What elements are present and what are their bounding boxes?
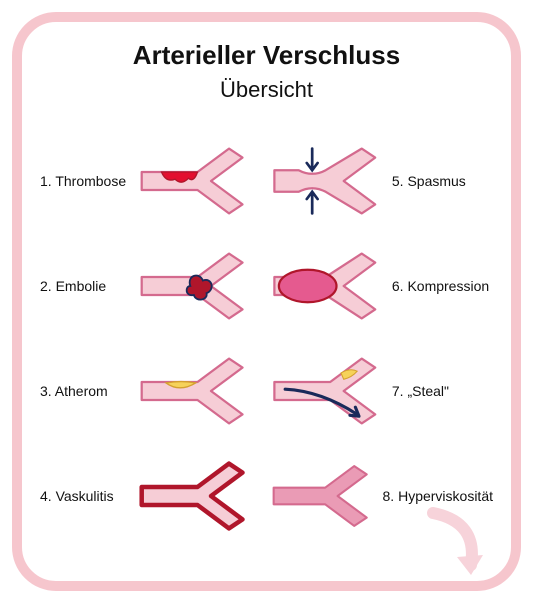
row-1: 1. Thrombose 5. Spasmus (40, 131, 493, 231)
diagram-spasmus (267, 136, 384, 226)
page-title: Arterieller Verschluss (22, 40, 511, 71)
corner-arrow-icon (423, 507, 493, 587)
cell-thrombose: 1. Thrombose (40, 136, 267, 226)
diagram-vaskulitis (128, 451, 258, 541)
cell-kompression: 6. Kompression (267, 241, 494, 331)
label-thrombose: 1. Thrombose (40, 173, 128, 189)
cell-vaskulitis: 4. Vaskulitis (40, 451, 267, 541)
diagram-thrombose (128, 136, 258, 226)
cell-spasmus: 5. Spasmus (267, 136, 494, 226)
label-embolie: 2. Embolie (40, 278, 128, 294)
diagram-steal (267, 346, 384, 436)
diagram-embolie (128, 241, 258, 331)
cell-steal: 7. „Steal" (267, 346, 494, 436)
page-subtitle: Übersicht (22, 77, 511, 103)
diagram-kompression (267, 241, 384, 331)
diagram-hyperviskositaet (267, 451, 375, 541)
diagram-grid: 1. Thrombose 5. Spasmus 2. (40, 131, 493, 551)
label-atherom: 3. Atherom (40, 383, 128, 399)
label-spasmus: 5. Spasmus (384, 173, 493, 189)
label-vaskulitis: 4. Vaskulitis (40, 488, 128, 504)
label-steal: 7. „Steal" (384, 383, 493, 399)
row-2: 2. Embolie 6. Kompression (40, 236, 493, 336)
diagram-atherom (128, 346, 258, 436)
card-frame: Arterieller Verschluss Übersicht 1. Thro… (12, 12, 521, 591)
label-hyperviskositaet: 8. Hyperviskosität (375, 488, 493, 504)
cell-atherom: 3. Atherom (40, 346, 267, 436)
row-3: 3. Atherom 7. „Steal" (40, 341, 493, 441)
label-kompression: 6. Kompression (384, 278, 493, 294)
cell-embolie: 2. Embolie (40, 241, 267, 331)
